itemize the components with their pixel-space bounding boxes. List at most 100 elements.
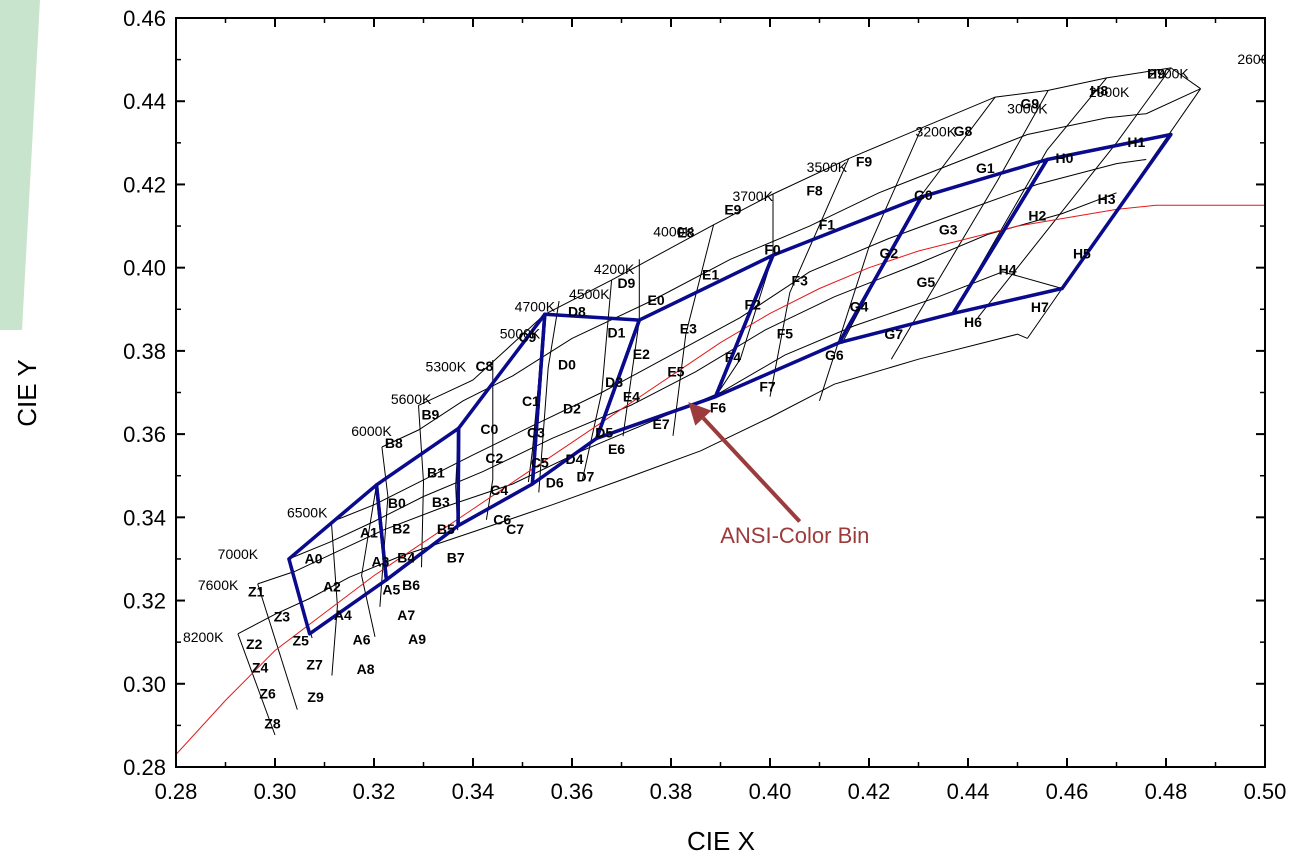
plot-area: Z1 Z3 Z2 Z5 Z4 Z7 Z6 Z9 Z8 A0 A1 A2 A3 A4 A5 A6 A7 A8 A9 B8… xyxy=(176,51,1278,755)
x-tick-label: 0.42 xyxy=(848,779,891,804)
bin-label-d3: D3 xyxy=(605,374,623,390)
ansi-bin-outline xyxy=(837,157,1049,345)
cct-label-4000k: 4000K xyxy=(653,224,694,240)
bin-label-c5: C5 xyxy=(531,454,549,470)
bin-label-f1: F1 xyxy=(819,216,836,232)
cct-label-4200k: 4200K xyxy=(594,261,635,277)
bin-grid-line xyxy=(418,405,425,568)
cct-labels: 8200K 7600K 7000K 6500K 6000K 5600K 5300K 5000K… xyxy=(183,51,1278,645)
y-tick-label: 0.36 xyxy=(123,422,166,447)
bin-label-g5: G5 xyxy=(917,274,936,290)
bin-label-z8: Z8 xyxy=(264,716,281,732)
callout-arrow-head xyxy=(688,402,712,426)
bin-grid-line xyxy=(237,333,1028,635)
x-tick-label: 0.40 xyxy=(749,779,792,804)
cct-label-7000k: 7000K xyxy=(218,546,259,562)
bin-label-c4: C4 xyxy=(490,482,508,498)
cct-label-6000k: 6000K xyxy=(351,423,392,439)
bin-grid-line xyxy=(672,224,715,436)
y-tick-label: 0.32 xyxy=(123,589,166,614)
bin-grid-line xyxy=(237,633,276,736)
bin-label-d1: D1 xyxy=(608,325,626,341)
bin-grid-line xyxy=(977,67,1172,318)
bin-label-a5: A5 xyxy=(382,582,400,598)
bin-label-z4: Z4 xyxy=(252,660,269,676)
cct-label-8200k: 8200K xyxy=(183,629,224,645)
bin-label-d5: D5 xyxy=(595,424,613,440)
bin-label-e3: E3 xyxy=(680,320,697,336)
cct-label-4500k: 4500K xyxy=(569,286,610,302)
bin-label-h0: H0 xyxy=(1056,150,1074,166)
bin-label-h5: H5 xyxy=(1073,246,1091,262)
bin-label-h6: H6 xyxy=(964,314,982,330)
bin-labels: Z1 Z3 Z2 Z5 Z4 Z7 Z6 Z9 Z8 A0 A1 A2 A3 A4 A5 A6 A7 A8 A9 B8… xyxy=(246,65,1165,731)
bin-label-e9: E9 xyxy=(724,201,741,217)
x-tick-label: 0.34 xyxy=(452,779,495,804)
cct-label-2600k: 2600K xyxy=(1237,51,1278,67)
cct-label-3500k: 3500K xyxy=(807,159,848,175)
bin-label-b0: B0 xyxy=(388,495,406,511)
y-tick-label: 0.34 xyxy=(123,505,166,530)
bin-label-e1: E1 xyxy=(702,266,719,282)
y-tick-label: 0.28 xyxy=(123,755,166,780)
bin-label-b6: B6 xyxy=(402,577,420,593)
bin-label-z3: Z3 xyxy=(274,608,291,624)
x-tick-label: 0.44 xyxy=(947,779,990,804)
cct-label-5000k: 5000K xyxy=(500,325,541,341)
bin-label-e0: E0 xyxy=(648,292,665,308)
cct-label-5300k: 5300K xyxy=(426,359,467,375)
bin-grid-line xyxy=(288,192,1117,560)
bin-label-c7: C7 xyxy=(506,521,524,537)
bin-label-d4: D4 xyxy=(566,451,584,467)
bin-label-c6: C6 xyxy=(493,511,511,527)
bin-grid-line xyxy=(257,271,1063,585)
y-tick-label: 0.30 xyxy=(123,672,166,697)
bin-label-g6: G6 xyxy=(825,347,844,363)
bin-label-d8: D8 xyxy=(568,303,586,319)
bin-label-e4: E4 xyxy=(623,389,640,405)
bin-label-a2: A2 xyxy=(323,578,341,594)
bin-label-f8: F8 xyxy=(806,182,823,198)
y-tick-label: 0.42 xyxy=(123,172,166,197)
bin-label-f7: F7 xyxy=(759,378,776,394)
bin-label-f5: F5 xyxy=(777,325,794,341)
bin-label-g1: G1 xyxy=(976,160,995,176)
bin-label-e5: E5 xyxy=(667,364,684,380)
bin-label-h7: H7 xyxy=(1031,299,1049,315)
x-tick-label: 0.36 xyxy=(551,779,594,804)
y-tick-label: 0.40 xyxy=(123,256,166,281)
bin-label-z1: Z1 xyxy=(248,583,265,599)
bin-label-e2: E2 xyxy=(633,346,650,362)
bin-label-f3: F3 xyxy=(792,273,809,289)
x-tick-label: 0.30 xyxy=(254,779,297,804)
bin-label-a7: A7 xyxy=(397,607,415,623)
bin-label-d0: D0 xyxy=(558,357,576,373)
cct-label-3200k: 3200K xyxy=(916,124,957,140)
bin-label-a8: A8 xyxy=(357,661,375,677)
bin-grid-line xyxy=(381,88,1201,448)
axes: 0.28 0.30 0.32 0.34 0.36 0.38 0.40 0.42 0.44 0.46… xyxy=(123,6,1286,804)
bin-label-z2: Z2 xyxy=(246,636,263,652)
bin-label-b9: B9 xyxy=(421,407,439,423)
bin-label-b3: B3 xyxy=(432,494,450,510)
bin-label-z5: Z5 xyxy=(293,633,310,649)
callout-arrow-shaft xyxy=(701,416,802,523)
bin-label-h3: H3 xyxy=(1098,191,1116,207)
bin-label-b8: B8 xyxy=(385,435,403,451)
bin-label-d2: D2 xyxy=(563,400,581,416)
cct-label-7600k: 7600K xyxy=(198,577,239,593)
bin-label-f6: F6 xyxy=(710,400,727,416)
bin-label-g7: G7 xyxy=(884,326,903,342)
bin-label-b1: B1 xyxy=(427,464,445,480)
y-tick-label: 0.38 xyxy=(123,339,166,364)
bin-label-c9: C9 xyxy=(518,329,536,345)
cct-label-6500k: 6500K xyxy=(287,504,328,520)
bin-grid-line xyxy=(330,521,338,676)
x-axis-label: CIE X xyxy=(687,826,755,856)
bin-label-c0: C0 xyxy=(480,421,498,437)
bin-label-g0: G0 xyxy=(914,187,933,203)
bin-grid-line xyxy=(361,484,377,637)
bin-label-h8: H8 xyxy=(1090,82,1108,98)
bin-grid-line xyxy=(538,300,560,493)
